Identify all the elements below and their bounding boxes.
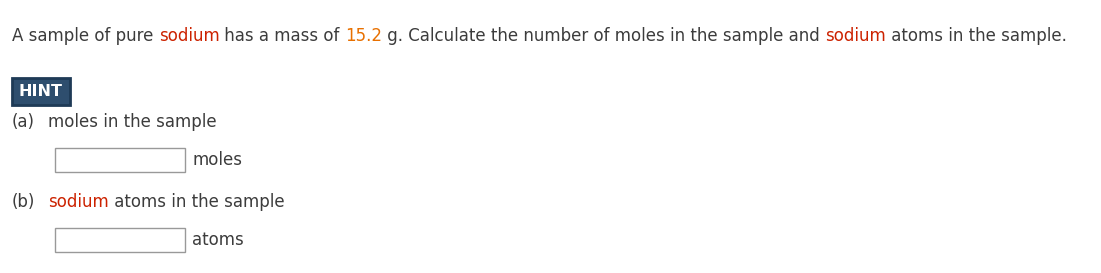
- Text: (a): (a): [12, 113, 35, 131]
- Text: g. Calculate the number of moles in the sample and: g. Calculate the number of moles in the …: [382, 27, 825, 45]
- Text: HINT: HINT: [19, 84, 63, 99]
- Text: atoms in the sample.: atoms in the sample.: [885, 27, 1067, 45]
- FancyBboxPatch shape: [12, 78, 70, 105]
- Text: moles: moles: [192, 151, 242, 169]
- Text: 15.2: 15.2: [345, 27, 382, 45]
- Text: sodium: sodium: [48, 193, 109, 211]
- FancyBboxPatch shape: [55, 148, 185, 172]
- Text: moles in the sample: moles in the sample: [48, 113, 217, 131]
- Text: has a mass of: has a mass of: [219, 27, 345, 45]
- Text: atoms in the sample: atoms in the sample: [109, 193, 284, 211]
- Text: (b): (b): [12, 193, 35, 211]
- Text: A sample of pure: A sample of pure: [12, 27, 159, 45]
- Text: atoms: atoms: [192, 231, 243, 249]
- FancyBboxPatch shape: [55, 228, 185, 252]
- Text: sodium: sodium: [825, 27, 885, 45]
- Text: sodium: sodium: [159, 27, 219, 45]
